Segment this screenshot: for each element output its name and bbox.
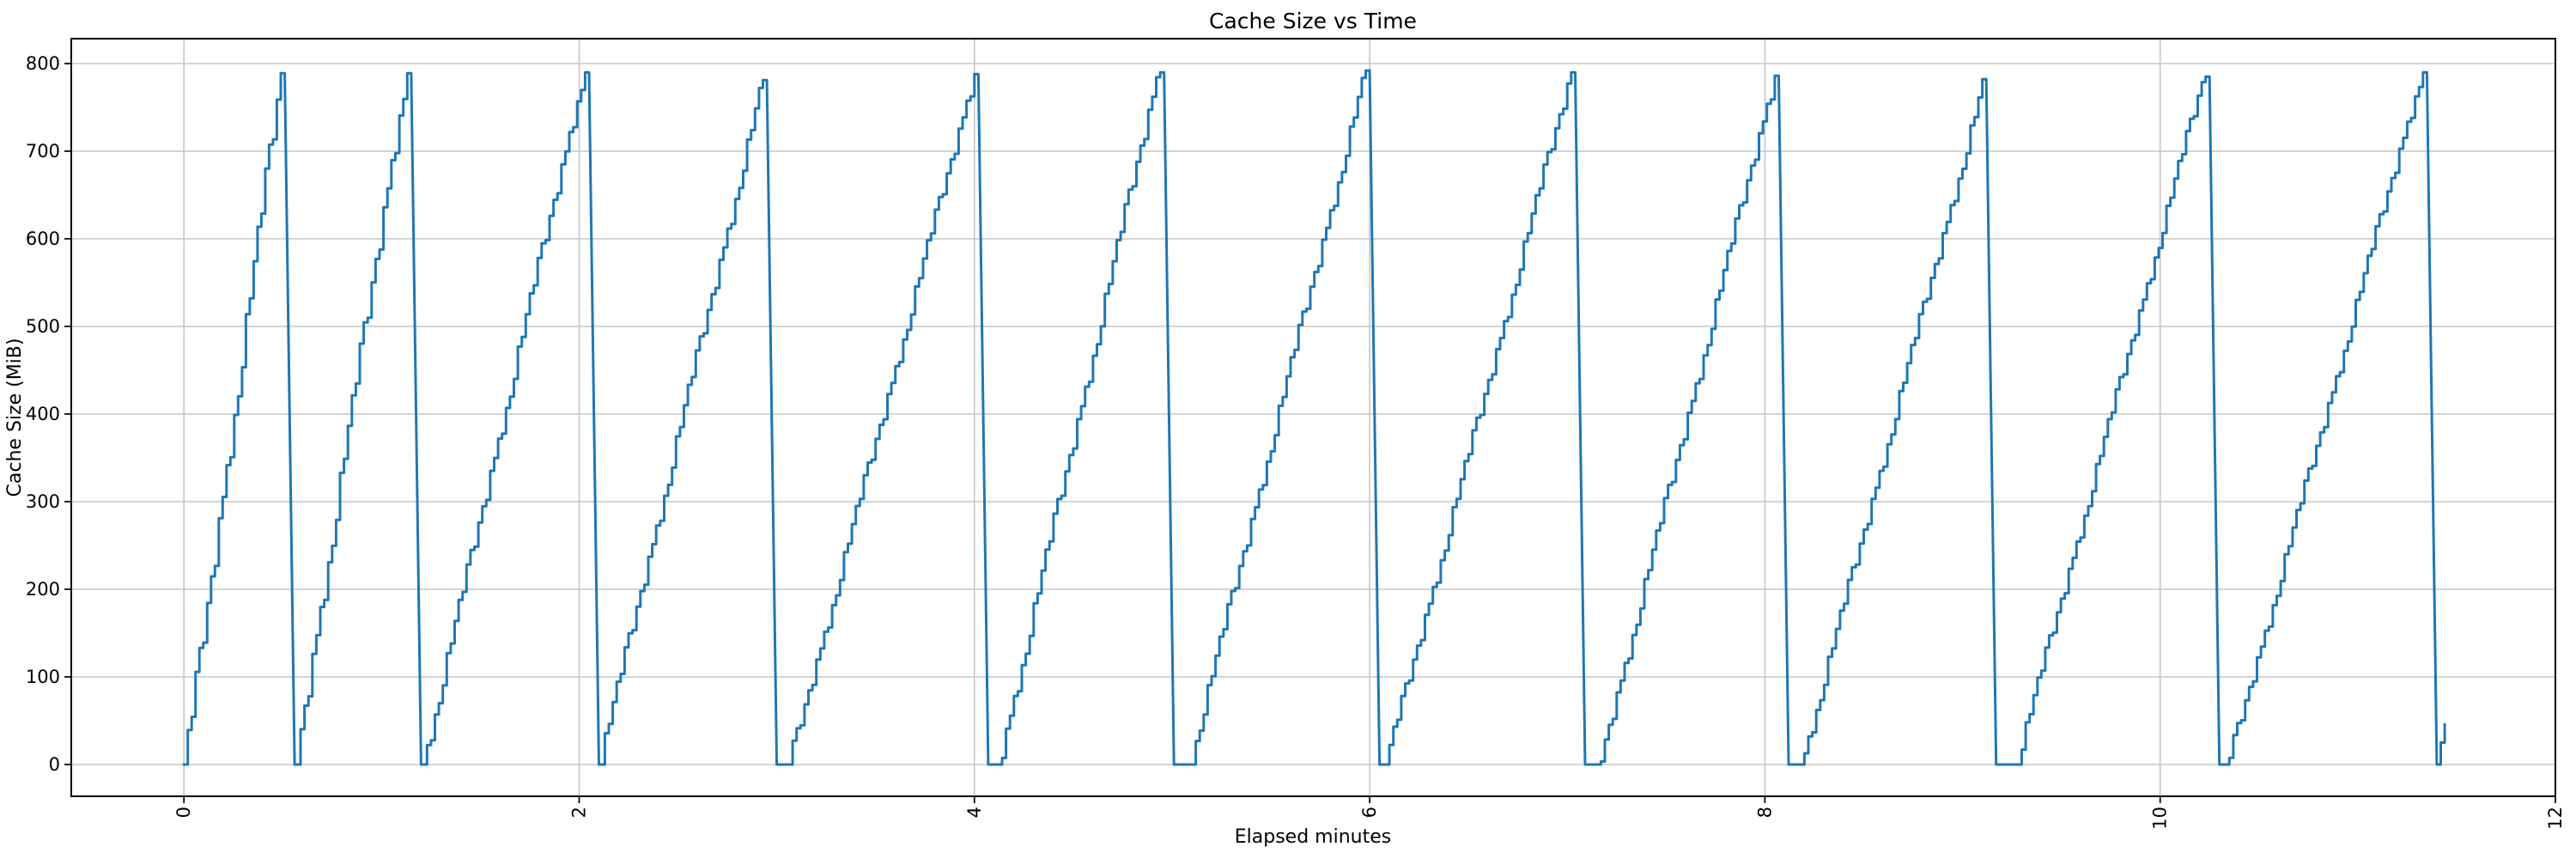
x-tick-label: 10 [2150, 807, 2171, 830]
x-tick-label: 2 [569, 807, 590, 818]
y-axis-label: Cache Size (MiB) [4, 338, 26, 497]
x-axis-label: Elapsed minutes [1235, 826, 1391, 848]
y-tick-label: 400 [26, 404, 60, 424]
tick-marks-and-labels: 0 2 4 6 8 10 12 0 100 200 300 400 500 600 700 800 [26, 53, 2566, 830]
x-tick-label: 4 [964, 807, 985, 818]
y-tick-label: 600 [26, 228, 60, 249]
y-tick-label: 0 [49, 754, 60, 775]
axes-box [70, 38, 2556, 797]
x-tick-label: 8 [1754, 807, 1775, 818]
plot-spines [70, 38, 2556, 797]
y-tick-label: 200 [26, 579, 60, 600]
y-tick-label: 800 [26, 53, 60, 74]
y-tick-label: 500 [26, 316, 60, 337]
y-tick-label: 700 [26, 141, 60, 161]
chart-title: Cache Size vs Time [1209, 9, 1417, 34]
y-tick-label: 100 [26, 667, 60, 687]
data-series [182, 69, 2446, 766]
x-tick-label: 12 [2545, 807, 2566, 830]
y-tick-label: 300 [26, 491, 60, 512]
cache-size-line [182, 69, 2446, 766]
grid-lines [71, 39, 2556, 796]
x-tick-label: 0 [173, 807, 194, 818]
x-tick-label: 6 [1359, 807, 1380, 818]
